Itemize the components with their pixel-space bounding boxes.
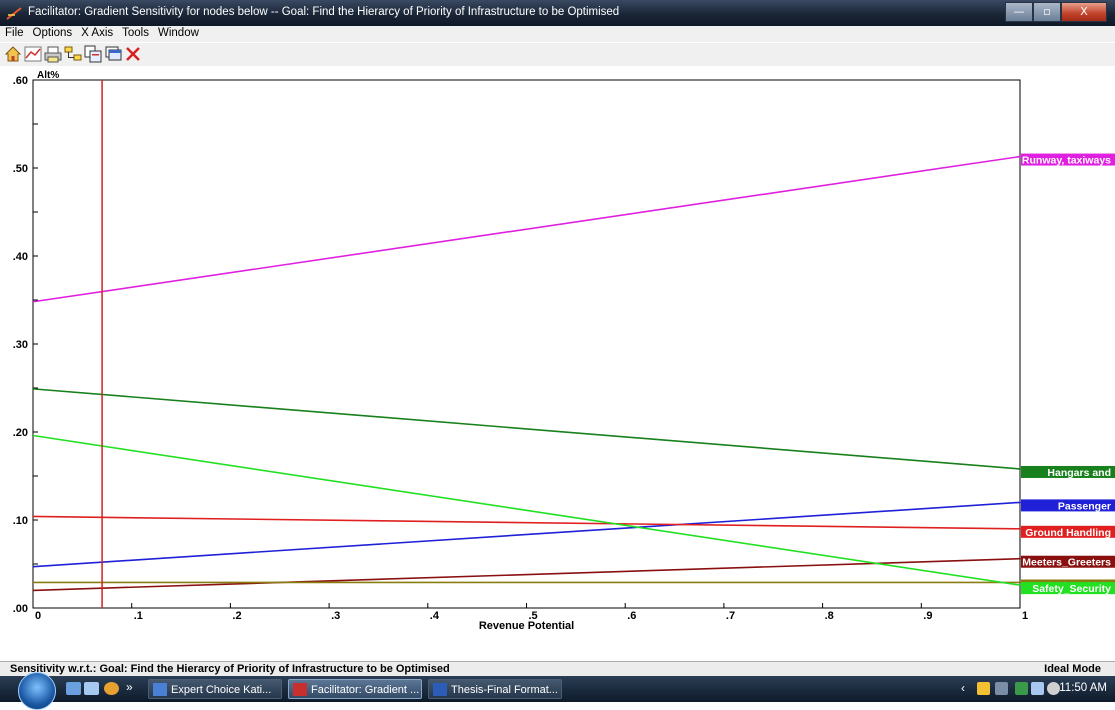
taskbar-button-expert-choice[interactable]: Expert Choice Kati... <box>148 679 282 699</box>
y-tick-label: .50 <box>13 163 28 175</box>
network-icon[interactable] <box>1015 682 1028 695</box>
status-mode-text: Ideal Mode <box>1044 663 1101 675</box>
expert-choice-icon <box>153 683 167 696</box>
toolbar <box>0 43 1115 66</box>
start-button[interactable] <box>18 672 56 710</box>
series-end-label: Passenger <box>1020 499 1115 512</box>
chart-icon[interactable] <box>24 45 42 63</box>
x-tick-label: 0 <box>35 610 41 622</box>
y-tick-label: .20 <box>13 427 28 439</box>
windows-taskbar: » Expert Choice Kati... Facilitator: Gra… <box>0 672 1115 710</box>
series-label-text: Safety_Security <box>1032 583 1111 595</box>
series-end-label: Hangars and <box>1020 465 1115 479</box>
series-line <box>32 388 1021 470</box>
x-axis-label: Revenue Potential <box>479 620 574 632</box>
x-tick-label: .2 <box>232 610 241 622</box>
series-line <box>32 515 1021 530</box>
x-tick-label: .8 <box>825 610 834 622</box>
x-tick-label: .9 <box>923 610 932 622</box>
series-line <box>32 155 1021 303</box>
clock[interactable]: 11:50 AM <box>1059 682 1107 694</box>
status-bar: Sensitivity w.r.t.: Goal: Find the Hiera… <box>0 661 1115 677</box>
menu-bar: File Options X Axis Tools Window <box>0 26 1115 42</box>
plot-frame <box>32 79 1021 609</box>
series-label-text: Meeters_Greeters <box>1022 557 1111 569</box>
menu-options[interactable]: Options <box>32 27 73 39</box>
series-end-label: Runway, taxiways <box>1020 153 1115 167</box>
series-line <box>32 434 1021 586</box>
taskbar-button-label: Facilitator: Gradient ... <box>311 684 420 696</box>
x-tick-label: .4 <box>430 610 440 622</box>
series-label-text: Passenger <box>1058 500 1111 512</box>
series-label-box <box>1021 555 1115 568</box>
window-icon[interactable] <box>104 45 122 63</box>
y-tick-label: .00 <box>13 603 28 615</box>
facilitator-app-icon <box>6 7 22 20</box>
series-label-text: Hangars and <box>1047 467 1111 479</box>
menu-tools[interactable]: Tools <box>122 27 149 39</box>
series-label-box <box>1021 153 1115 166</box>
x-tick-label: 1 <box>1022 610 1028 622</box>
series-label-box <box>1021 582 1115 595</box>
menu-x-axis[interactable]: X Axis <box>81 27 114 39</box>
browser-icon[interactable] <box>104 682 119 695</box>
maximize-button[interactable]: ▫ <box>1033 2 1061 22</box>
y-tick-label: .10 <box>13 515 28 527</box>
taskbar-button-label: Expert Choice Kati... <box>171 684 272 696</box>
series-label-box <box>1021 525 1115 538</box>
series-end-label: Ground Handling <box>1020 525 1115 539</box>
print-icon[interactable] <box>44 45 62 63</box>
security-shield-icon[interactable] <box>977 682 990 695</box>
series-label-box <box>1021 499 1115 512</box>
series-label-text: Runway, taxiways <box>1022 155 1111 167</box>
structure-icon[interactable] <box>64 45 82 63</box>
tray-expand-icon[interactable]: ‹ <box>961 681 965 695</box>
series-end-label: Meeters_Greeters <box>1020 555 1115 569</box>
series-label-text: Ground Handling <box>1025 527 1111 539</box>
close-button[interactable]: X <box>1061 2 1107 22</box>
window-title: Facilitator: Gradient Sensitivity for no… <box>28 6 620 18</box>
x-tick-label: .5 <box>529 610 538 622</box>
taskbar-button-label: Thesis-Final Format... <box>451 684 558 696</box>
switch-windows-icon[interactable] <box>84 682 99 695</box>
quick-launch-chevron-icon[interactable]: » <box>126 680 133 694</box>
taskbar-button-facilitator[interactable]: Facilitator: Gradient ... <box>288 679 422 699</box>
home-icon[interactable] <box>4 45 22 63</box>
y-tick-label: .60 <box>13 75 28 87</box>
menu-window[interactable]: Window <box>158 27 199 39</box>
tray-tool-icon[interactable] <box>995 682 1008 695</box>
window-controls: — ▫ X <box>1005 2 1107 22</box>
series-end-label: Safety_Security <box>1020 582 1115 595</box>
x-tick-label: .6 <box>627 610 636 622</box>
facilitator-icon <box>293 683 307 696</box>
title-bar: Facilitator: Gradient Sensitivity for no… <box>0 0 1115 26</box>
copy-icon[interactable] <box>84 45 102 63</box>
series-line <box>32 557 1021 592</box>
y-tick-label: .40 <box>13 251 28 263</box>
series-line <box>32 501 1021 568</box>
legend-labels-layer: Runway, taxiways Hangars and Passenger Grou… <box>1020 153 1115 595</box>
taskbar-button-thesis[interactable]: Thesis-Final Format... <box>428 679 562 699</box>
close-x-icon[interactable] <box>124 45 142 63</box>
volume-icon[interactable] <box>1047 682 1060 695</box>
series-label-box <box>1021 465 1115 478</box>
word-document-icon <box>433 683 447 696</box>
show-desktop-icon[interactable] <box>66 682 81 695</box>
y-axis-label: Alt% <box>37 70 59 81</box>
monitor-icon[interactable] <box>1031 682 1044 695</box>
menu-file[interactable]: File <box>5 27 24 39</box>
system-tray: ‹ 11:50 AM <box>955 676 1115 702</box>
y-tick-label: .30 <box>13 339 28 351</box>
x-tick-label: .3 <box>331 610 340 622</box>
x-tick-label: .1 <box>134 610 143 622</box>
status-sensitivity-text: Sensitivity w.r.t.: Goal: Find the Hiera… <box>10 663 450 675</box>
minimize-button[interactable]: — <box>1005 2 1033 22</box>
plot-layer: .00 .10 .20 .30 .40 .50 .60 0 .1 .2 .3 .4 .5 .6 .7 .8 .9… <box>13 70 1028 632</box>
x-tick-label: .7 <box>726 610 735 622</box>
gradient-sensitivity-chart: .00 .10 .20 .30 .40 .50 .60 0 .1 .2 .3 .4 .5 .6 .7 .8 .9… <box>13 70 1115 632</box>
